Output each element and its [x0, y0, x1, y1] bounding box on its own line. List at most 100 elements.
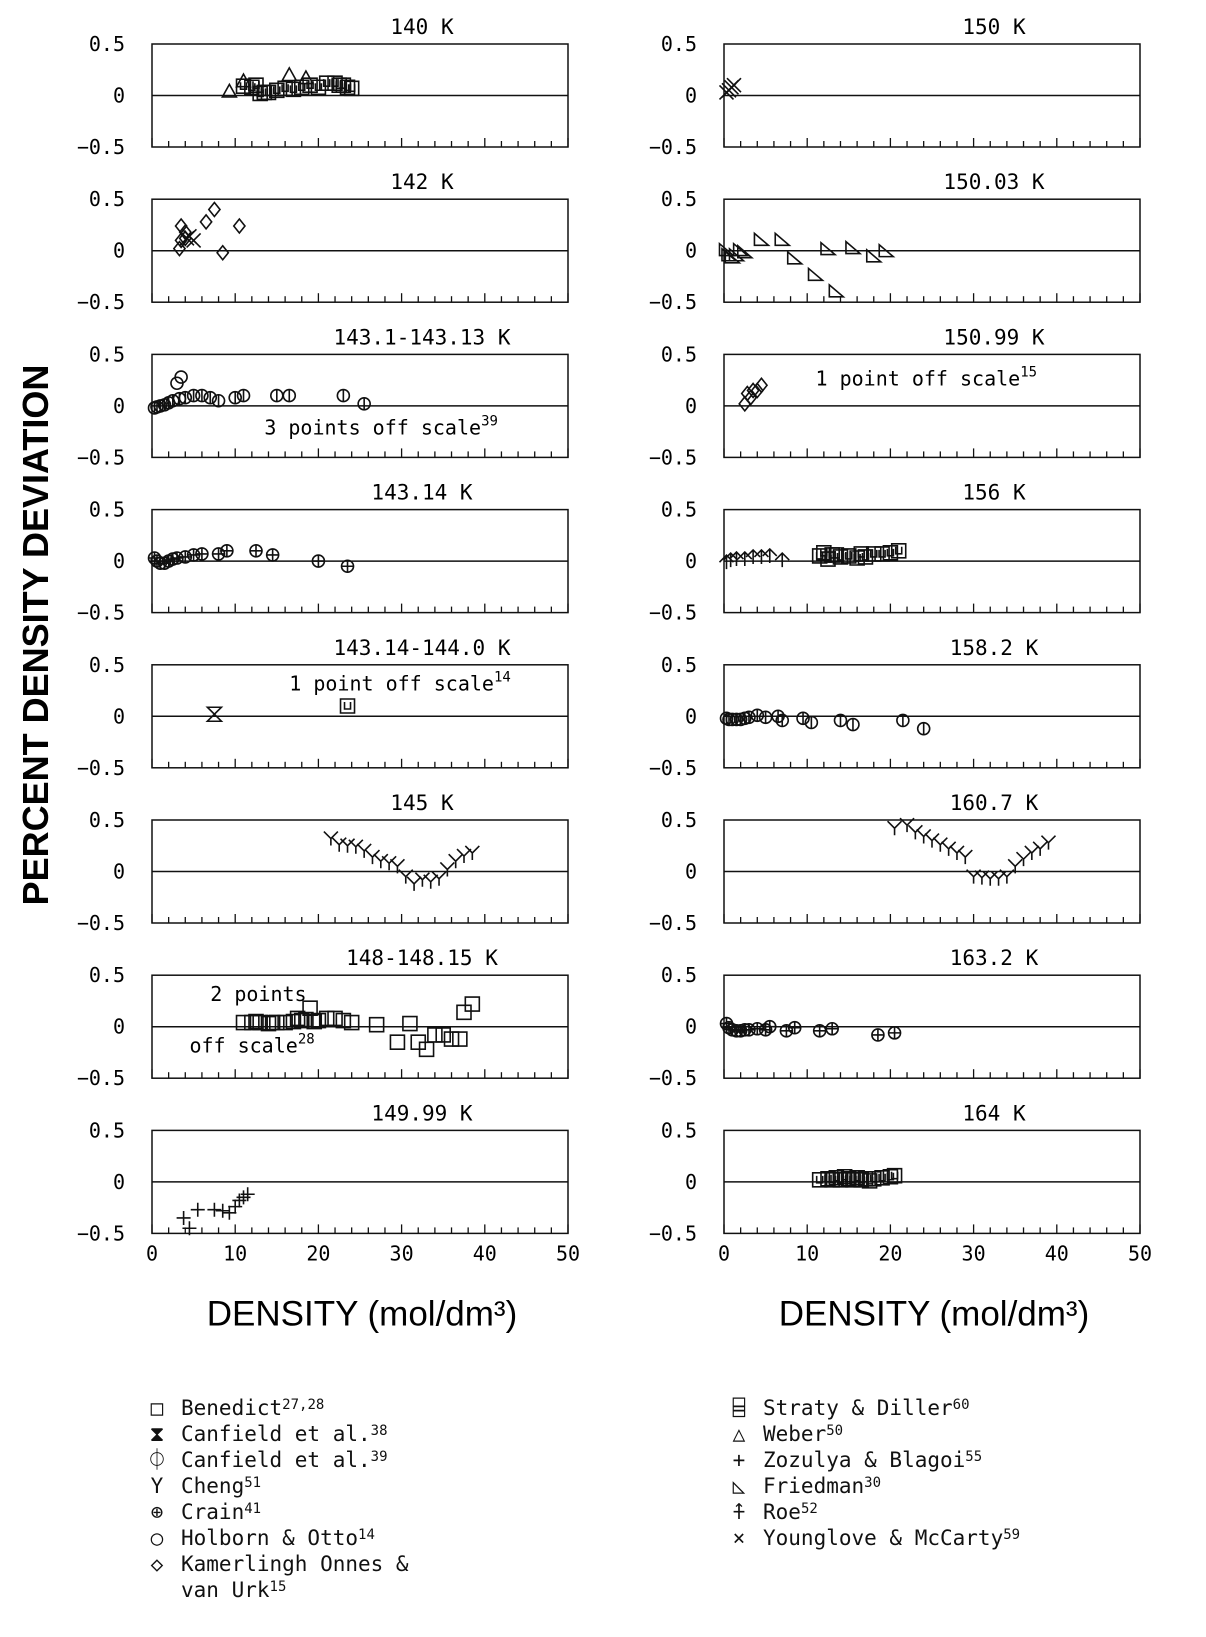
legend-reference: 51 [244, 1475, 262, 1491]
legend-item: ⧗ Canfield et al. 38 [145, 1421, 409, 1447]
legend-reference: 50 [826, 1423, 844, 1439]
data-point-friedman [820, 240, 838, 256]
chart-panel-0: 0.5 0 −0.5 140 K [77, 15, 569, 159]
legend-reference: 52 [800, 1501, 818, 1517]
x-tick-label: 0 [718, 1241, 730, 1265]
legend-symbol-icon: ⊕ [150, 1500, 164, 1524]
data-point-benedict [244, 1014, 260, 1031]
x-tick-label: 40 [473, 1241, 497, 1265]
legend-item: □ Benedict 27,28 [145, 1395, 409, 1421]
data-point-cheng [381, 855, 397, 871]
legend-item: △ Weber 50 [727, 1421, 1020, 1447]
legend-reference: 15 [269, 1579, 287, 1595]
y-tick-label: 0 [113, 239, 125, 263]
y-tick-label: −0.5 [649, 1066, 697, 1090]
data-point-cheng [1007, 858, 1023, 874]
data-point-friedman [774, 231, 792, 247]
data-point-cheng [966, 869, 982, 884]
y-tick-label: 0.5 [89, 963, 125, 987]
data-point-cheng [982, 871, 998, 886]
data-point-friedman [865, 248, 883, 263]
data-point-kamerlingh [199, 213, 213, 231]
panel-title: 148-148.15 K [346, 946, 498, 970]
panel-title: 150 K [962, 15, 1026, 39]
legend-label: Holborn & Otto [181, 1526, 359, 1550]
chart-panel-14: 0.5 0 −0.5 163.2 K [649, 946, 1141, 1090]
data-point-straty [343, 80, 360, 97]
data-point-benedict [343, 1014, 360, 1031]
chart-panel-13: 0.5 0 −0.5 160.7 K [649, 791, 1141, 935]
legend-label: Benedict [181, 1396, 283, 1420]
data-point-zozulya [222, 1205, 237, 1220]
data-point-benedict [277, 1014, 293, 1031]
data-point-cheng [431, 871, 447, 886]
data-point-kamerlingh [216, 244, 230, 262]
data-point-cheng [464, 845, 480, 860]
y-tick-label: 0 [685, 239, 697, 263]
panel-annotation: 1 point off scale15 [816, 364, 1038, 390]
data-point-younglove [726, 77, 742, 93]
data-point-benedict [310, 1012, 327, 1029]
data-point-cheng [999, 869, 1015, 884]
chart-panel-1: 0.5 0 −0.5 142 K [77, 170, 569, 314]
legend-symbol-icon: ⌸ [732, 1396, 746, 1420]
panel-title: 140 K [390, 15, 454, 39]
data-point-benedict [368, 1016, 385, 1033]
data-point-zozulya [176, 1210, 191, 1225]
y-tick-label: 0.5 [89, 653, 125, 677]
data-point-cheng [1015, 851, 1032, 867]
data-point-straty [874, 546, 890, 562]
x-tick-label: 30 [390, 1241, 414, 1265]
y-tick-label: −0.5 [649, 1221, 697, 1245]
data-point-friedman [737, 244, 754, 259]
y-tick-label: 0.5 [89, 498, 125, 522]
y-tick-label: −0.5 [649, 911, 697, 935]
legend-item: ○ Holborn & Otto 14 [145, 1525, 409, 1551]
data-point-benedict [269, 1014, 285, 1031]
data-point-canfield38 [205, 706, 224, 723]
y-tick-label: 0 [113, 1015, 125, 1039]
panel-title: 164 K [962, 1101, 1026, 1125]
data-point-cheng [932, 837, 948, 852]
legend-reference: 41 [244, 1501, 262, 1517]
legend-item: ⊕ Crain 41 [145, 1499, 409, 1525]
y-tick-label: −0.5 [77, 601, 125, 625]
data-point-roe [762, 547, 778, 563]
y-tick-label: −0.5 [77, 1221, 125, 1245]
legend-label: Canfield et al. [181, 1448, 371, 1472]
y-tick-label: 0 [113, 1170, 125, 1194]
data-point-weber [221, 82, 238, 98]
data-point-cheng [957, 849, 973, 865]
panel-title: 143.14 K [371, 481, 473, 505]
data-point-cheng [331, 837, 347, 852]
chart-panels: 0.5 0 −0.5 140 K 0.5 0 −0.5 142 K 0.5 0 −0.5 143.1-… [77, 15, 1152, 1333]
legend-label: Canfield et al. [181, 1422, 371, 1446]
legend-label: Friedman [763, 1474, 865, 1498]
y-tick-label: 0.5 [661, 653, 697, 677]
data-point-weber [297, 69, 315, 85]
y-tick-label: 0.5 [661, 498, 697, 522]
x-axis-label: DENSITY (mol/dm³) [779, 1294, 1090, 1333]
panel-title: 163.2 K [950, 946, 1039, 970]
y-tick-label: −0.5 [77, 911, 125, 935]
data-point-friedman [807, 266, 825, 282]
data-point-cheng [1024, 845, 1040, 860]
legend-item: ◇ Kamerlingh Onnes & [145, 1551, 409, 1577]
data-point-cheng [439, 861, 455, 877]
data-point-benedict [389, 1034, 406, 1050]
y-tick-label: −0.5 [77, 445, 125, 469]
y-tick-label: 0.5 [89, 32, 125, 56]
data-point-benedict [452, 1031, 468, 1047]
legend-reference: 60 [952, 1397, 970, 1413]
legend-reference: 55 [965, 1449, 983, 1465]
legend-item: Y Cheng 51 [145, 1473, 409, 1499]
legend-label: Zozulya & Blagoi [763, 1448, 966, 1472]
data-point-cheng [406, 876, 422, 891]
y-tick-label: 0.5 [661, 1118, 697, 1142]
data-point-cheng [899, 817, 915, 833]
data-point-straty [890, 543, 907, 559]
data-point-straty [886, 1167, 903, 1184]
data-point-benedict [410, 1034, 427, 1050]
data-point-cheng [941, 841, 957, 856]
data-point-cheng [356, 843, 372, 858]
